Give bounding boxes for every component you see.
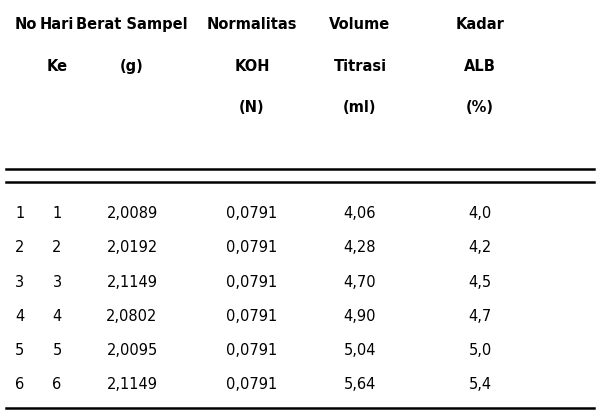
Text: 5,64: 5,64: [344, 377, 376, 393]
Text: 6: 6: [15, 377, 24, 393]
Text: (g): (g): [120, 59, 144, 74]
Text: 0,0791: 0,0791: [226, 275, 278, 290]
Text: 4: 4: [15, 309, 24, 324]
Text: Normalitas: Normalitas: [207, 17, 297, 32]
Text: Volume: Volume: [329, 17, 391, 32]
Text: 2,0802: 2,0802: [106, 309, 158, 324]
Text: Hari: Hari: [40, 17, 74, 32]
Text: Kadar: Kadar: [455, 17, 505, 32]
Text: Berat Sampel: Berat Sampel: [76, 17, 188, 32]
Text: 2,1149: 2,1149: [107, 377, 157, 393]
Text: 4,06: 4,06: [344, 206, 376, 221]
Text: 0,0791: 0,0791: [226, 206, 278, 221]
Text: 3: 3: [52, 275, 62, 290]
Text: 3: 3: [15, 275, 24, 290]
Text: Ke: Ke: [46, 59, 68, 74]
Text: 4: 4: [52, 309, 62, 324]
Text: 1: 1: [52, 206, 62, 221]
Text: Titrasi: Titrasi: [334, 59, 386, 74]
Text: 0,0791: 0,0791: [226, 309, 278, 324]
Text: 4,70: 4,70: [344, 275, 376, 290]
Text: 5,4: 5,4: [469, 377, 491, 393]
Text: ALB: ALB: [464, 59, 496, 74]
Text: 5,04: 5,04: [344, 343, 376, 358]
Text: 0,0791: 0,0791: [226, 377, 278, 393]
Text: 4,2: 4,2: [469, 240, 491, 255]
Text: 2,0089: 2,0089: [106, 206, 158, 221]
Text: No: No: [15, 17, 37, 32]
Text: 2: 2: [52, 240, 62, 255]
Text: 6: 6: [52, 377, 62, 393]
Text: 4,0: 4,0: [469, 206, 491, 221]
Text: 4,28: 4,28: [344, 240, 376, 255]
Text: 2: 2: [15, 240, 25, 255]
Text: 1: 1: [15, 206, 24, 221]
Text: 5: 5: [15, 343, 24, 358]
Text: 0,0791: 0,0791: [226, 343, 278, 358]
Text: 5: 5: [52, 343, 62, 358]
Text: (N): (N): [239, 100, 265, 115]
Text: KOH: KOH: [234, 59, 270, 74]
Text: 4,7: 4,7: [469, 309, 491, 324]
Text: (ml): (ml): [343, 100, 377, 115]
Text: 2,0192: 2,0192: [106, 240, 158, 255]
Text: 4,5: 4,5: [469, 275, 491, 290]
Text: 4,90: 4,90: [344, 309, 376, 324]
Text: 2,0095: 2,0095: [106, 343, 158, 358]
Text: 2,1149: 2,1149: [107, 275, 157, 290]
Text: (%): (%): [466, 100, 494, 115]
Text: 0,0791: 0,0791: [226, 240, 278, 255]
Text: 5,0: 5,0: [469, 343, 491, 358]
